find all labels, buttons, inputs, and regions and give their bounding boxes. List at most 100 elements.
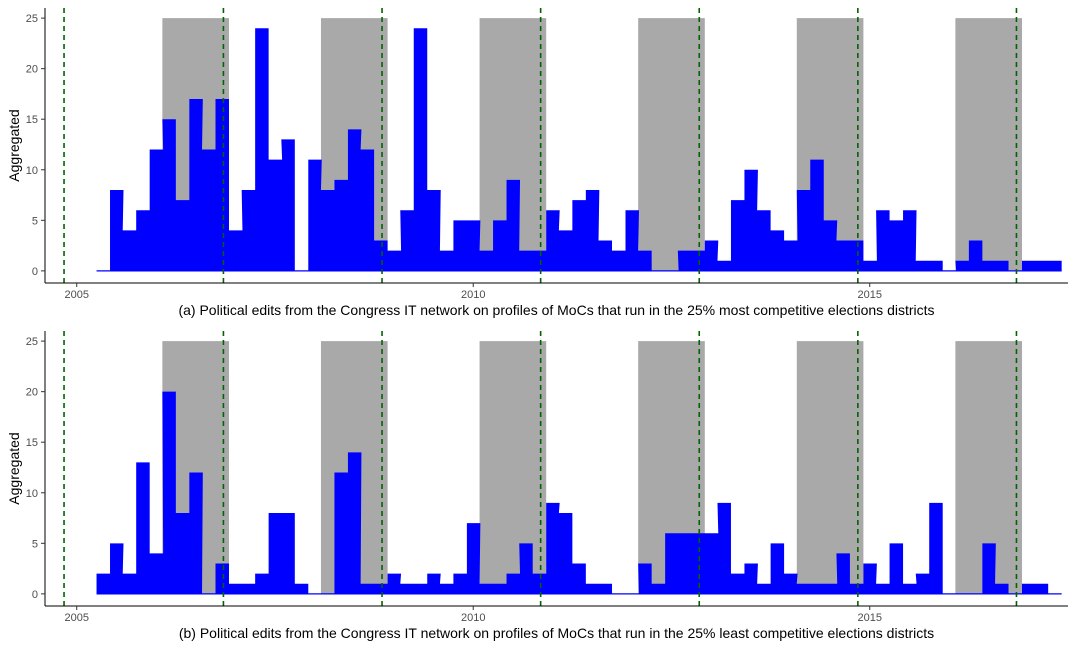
- bar: [876, 210, 889, 271]
- bar: [136, 462, 149, 593]
- bar: [705, 533, 718, 594]
- bar: [586, 584, 599, 594]
- bar: [334, 473, 347, 594]
- y-tick-label: 25: [26, 336, 38, 348]
- bar: [1022, 584, 1035, 594]
- bar: [876, 584, 889, 594]
- bar: [665, 533, 678, 594]
- x-tick-label: 2015: [858, 612, 882, 624]
- bar: [731, 574, 744, 594]
- bar: [599, 241, 612, 271]
- bar: [771, 230, 784, 270]
- y-tick-label: 15: [26, 114, 38, 126]
- bar: [136, 210, 149, 271]
- bar: [717, 261, 730, 271]
- bar: [348, 452, 361, 594]
- bar: [691, 533, 704, 594]
- bar: [400, 210, 413, 271]
- bar: [559, 513, 572, 594]
- bar: [295, 584, 308, 594]
- bar: [638, 251, 651, 271]
- bar: [361, 150, 374, 271]
- bar: [612, 251, 625, 271]
- bar: [123, 574, 136, 594]
- bar: [388, 251, 401, 271]
- bar: [202, 150, 215, 271]
- bar: [334, 180, 347, 271]
- x-tick-label: 2005: [64, 612, 88, 624]
- bar: [982, 261, 995, 271]
- bar: [440, 584, 453, 594]
- bar: [281, 139, 294, 270]
- bar: [400, 584, 413, 594]
- bar: [824, 584, 837, 594]
- bar: [507, 574, 520, 594]
- bar: [374, 241, 387, 271]
- bar: [916, 261, 929, 271]
- bar: [480, 251, 493, 271]
- bar: [427, 574, 440, 594]
- bar: [361, 584, 374, 594]
- bar: [744, 564, 757, 594]
- bar: [731, 200, 744, 271]
- bar: [955, 261, 968, 271]
- bar: [189, 99, 202, 271]
- bar: [97, 574, 110, 594]
- bar: [348, 129, 361, 271]
- bar: [784, 241, 797, 271]
- panel-caption: (b) Political edits from the Congress IT…: [179, 625, 934, 641]
- bar: [652, 584, 665, 594]
- y-tick-label: 15: [26, 437, 38, 449]
- bar: [625, 210, 638, 271]
- bar: [995, 584, 1008, 594]
- bar: [929, 503, 942, 594]
- bar: [269, 513, 282, 594]
- bar: [850, 241, 863, 271]
- panel-b: 0 5 10 15 20 25 2005 2010 2015 Aggregated (b) Poli…: [6, 331, 1068, 641]
- bar: [110, 190, 123, 271]
- bar: [678, 533, 691, 594]
- bar: [717, 503, 730, 594]
- bar: [519, 251, 532, 271]
- bar: [810, 160, 823, 271]
- bar: [493, 220, 506, 271]
- bar: [572, 564, 585, 594]
- bar: [1022, 261, 1035, 271]
- bar: [705, 241, 718, 271]
- bar: [255, 574, 268, 594]
- bar: [467, 523, 480, 594]
- panel-a: 0 5 10 15 20 25 2005 2010 2015 Aggregated (a) Poli…: [6, 8, 1068, 318]
- bar: [374, 584, 387, 594]
- bar: [150, 150, 163, 271]
- shaded-period: [479, 341, 547, 594]
- bar: [546, 210, 559, 271]
- bar: [189, 473, 202, 594]
- x-tick-label: 2015: [858, 289, 882, 301]
- bar: [784, 574, 797, 594]
- y-tick-label: 20: [26, 387, 38, 399]
- bar: [757, 210, 770, 271]
- bar: [453, 574, 466, 594]
- bar: [771, 543, 784, 594]
- bar: [810, 584, 823, 594]
- bar: [1035, 261, 1048, 271]
- bar: [797, 190, 810, 271]
- bar: [586, 190, 599, 271]
- bar: [242, 190, 255, 271]
- bar: [388, 574, 401, 594]
- bar: [533, 574, 546, 594]
- bar: [533, 251, 546, 271]
- bar: [691, 251, 704, 271]
- x-tick-label: 2005: [64, 289, 88, 301]
- y-tick-label: 0: [32, 266, 38, 278]
- bar: [903, 210, 916, 271]
- bar: [836, 553, 849, 593]
- series-area: [96, 391, 1062, 594]
- bar: [890, 543, 903, 594]
- bar: [546, 503, 559, 594]
- y-tick-label: 0: [32, 589, 38, 601]
- y-axis-title: Aggregated: [6, 432, 22, 504]
- y-tick-label: 10: [26, 165, 38, 177]
